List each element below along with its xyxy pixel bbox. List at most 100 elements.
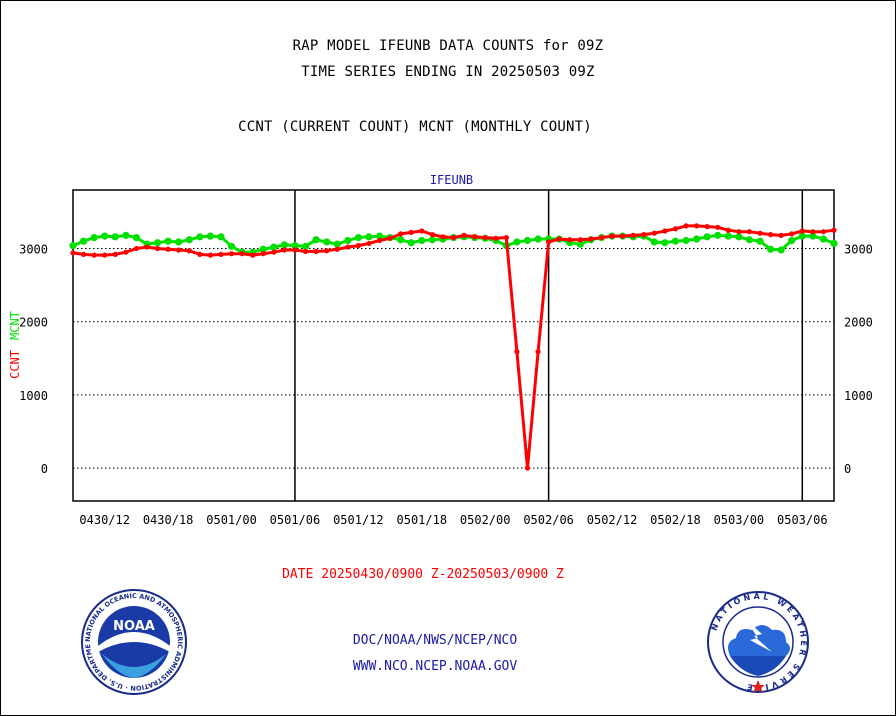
- y-tick-label-right: 3000: [844, 243, 873, 257]
- data-point-mcnt: [703, 233, 711, 241]
- data-point-ccnt: [641, 232, 647, 238]
- data-point-ccnt: [239, 251, 245, 257]
- data-point-ccnt: [154, 245, 161, 252]
- x-tick-label: 0501/00: [206, 513, 257, 527]
- data-point-ccnt: [123, 249, 129, 255]
- data-point-ccnt: [683, 223, 689, 229]
- data-point-mcnt: [69, 242, 77, 250]
- data-point-ccnt: [651, 230, 657, 236]
- data-point-ccnt: [429, 232, 435, 238]
- data-point-ccnt: [281, 247, 287, 253]
- x-tick-label: 0502/12: [587, 513, 638, 527]
- plot-frame: [72, 189, 835, 502]
- data-point-mcnt: [809, 232, 817, 240]
- x-axis-label: DATE 20250430/0900 Z-20250503/0900 Z: [282, 567, 564, 582]
- data-point-mcnt: [206, 232, 215, 240]
- data-point-mcnt: [344, 236, 352, 245]
- x-tick-label: 0430/12: [79, 513, 130, 527]
- data-point-ccnt: [419, 228, 425, 234]
- data-point-mcnt: [777, 246, 785, 254]
- data-point-ccnt: [704, 223, 710, 230]
- data-point-ccnt: [165, 246, 171, 252]
- data-point-mcnt: [682, 236, 690, 245]
- noaa-logo-text: NOAA: [113, 619, 155, 634]
- data-point-mcnt: [397, 236, 405, 244]
- y-tick-label-left: 1000: [19, 389, 48, 403]
- title-line-2: TIME SERIES ENDING IN 20250503 09Z: [301, 64, 595, 80]
- y-tick-label-left: 0: [41, 462, 48, 476]
- data-point-ccnt: [725, 227, 731, 233]
- x-tick-label: 0501/18: [397, 513, 448, 527]
- title-line-1: RAP MODEL IFEUNB DATA COUNTS for 09Z: [292, 38, 604, 54]
- data-point-ccnt: [672, 226, 679, 232]
- data-point-mcnt: [90, 233, 98, 242]
- data-point-ccnt: [609, 233, 615, 239]
- data-point-mcnt: [301, 242, 310, 250]
- x-tick-label: 0501/12: [333, 513, 384, 527]
- data-point-ccnt: [91, 252, 97, 258]
- data-point-mcnt: [523, 236, 532, 245]
- data-point-mcnt: [714, 231, 722, 239]
- y-axis-label: CCNT MCNT: [8, 311, 22, 379]
- title-line-3: CCNT (CURRENT COUNT) MCNT (MONTHLY COUNT…: [238, 119, 592, 135]
- data-point-mcnt: [650, 238, 658, 246]
- x-tick-label: 0430/18: [143, 513, 194, 527]
- data-point-mcnt: [227, 242, 236, 250]
- data-point-mcnt: [830, 239, 838, 248]
- data-point-ccnt: [556, 236, 562, 242]
- data-point-mcnt: [788, 236, 796, 245]
- data-point-mcnt: [196, 233, 204, 241]
- x-tick-label: 0502/06: [523, 513, 574, 527]
- data-point-ccnt: [408, 229, 414, 236]
- x-tick-label: 0502/00: [460, 513, 511, 527]
- data-point-mcnt: [745, 236, 754, 244]
- data-point-ccnt: [588, 236, 594, 242]
- data-point-ccnt: [112, 251, 118, 257]
- data-point-ccnt: [789, 231, 795, 237]
- data-point-mcnt: [79, 237, 88, 245]
- data-point-mcnt: [333, 240, 341, 248]
- data-point-mcnt: [576, 240, 584, 248]
- data-point-ccnt: [387, 235, 393, 241]
- data-point-mcnt: [428, 236, 436, 244]
- data-point-ccnt: [440, 234, 446, 240]
- x-tick-label: 0502/18: [650, 513, 701, 527]
- data-point-ccnt: [662, 228, 668, 234]
- data-point-mcnt: [101, 232, 109, 240]
- data-point-mcnt: [354, 233, 362, 242]
- data-point-ccnt: [133, 245, 140, 252]
- data-point-ccnt: [767, 232, 774, 238]
- data-point-mcnt: [259, 245, 267, 253]
- data-point-ccnt: [524, 465, 531, 471]
- data-point-ccnt: [345, 244, 351, 250]
- y-axis-label-ccnt: CCNT: [8, 350, 22, 379]
- data-point-ccnt: [450, 234, 457, 241]
- data-point-ccnt: [461, 232, 467, 238]
- chart-title: IFEUNB: [430, 173, 473, 187]
- data-point-ccnt: [598, 234, 605, 241]
- data-point-ccnt: [228, 251, 235, 257]
- data-point-ccnt: [810, 229, 816, 235]
- data-point-ccnt: [260, 251, 266, 257]
- data-point-ccnt: [820, 229, 827, 235]
- data-point-mcnt: [122, 231, 130, 239]
- data-point-ccnt: [620, 233, 626, 239]
- data-point-ccnt: [80, 251, 87, 257]
- data-point-mcnt: [819, 235, 828, 243]
- data-point-mcnt: [407, 239, 415, 247]
- data-point-ccnt: [715, 224, 721, 230]
- data-point-mcnt: [513, 238, 521, 246]
- data-point-mcnt: [280, 241, 288, 249]
- data-point-ccnt: [102, 252, 108, 258]
- nws-logo: NATIONAL WEATHER SERVICE: [707, 591, 809, 693]
- footer-line-1: DOC/NOAA/NWS/NCEP/NCO: [352, 633, 518, 648]
- data-point-ccnt: [746, 229, 753, 235]
- x-tick-label: 0503/00: [714, 513, 765, 527]
- data-point-ccnt: [577, 237, 583, 243]
- data-point-ccnt: [376, 237, 383, 244]
- data-point-mcnt: [291, 242, 299, 250]
- data-point-mcnt: [692, 235, 701, 243]
- data-point-ccnt: [366, 240, 372, 247]
- data-point-mcnt: [185, 236, 193, 244]
